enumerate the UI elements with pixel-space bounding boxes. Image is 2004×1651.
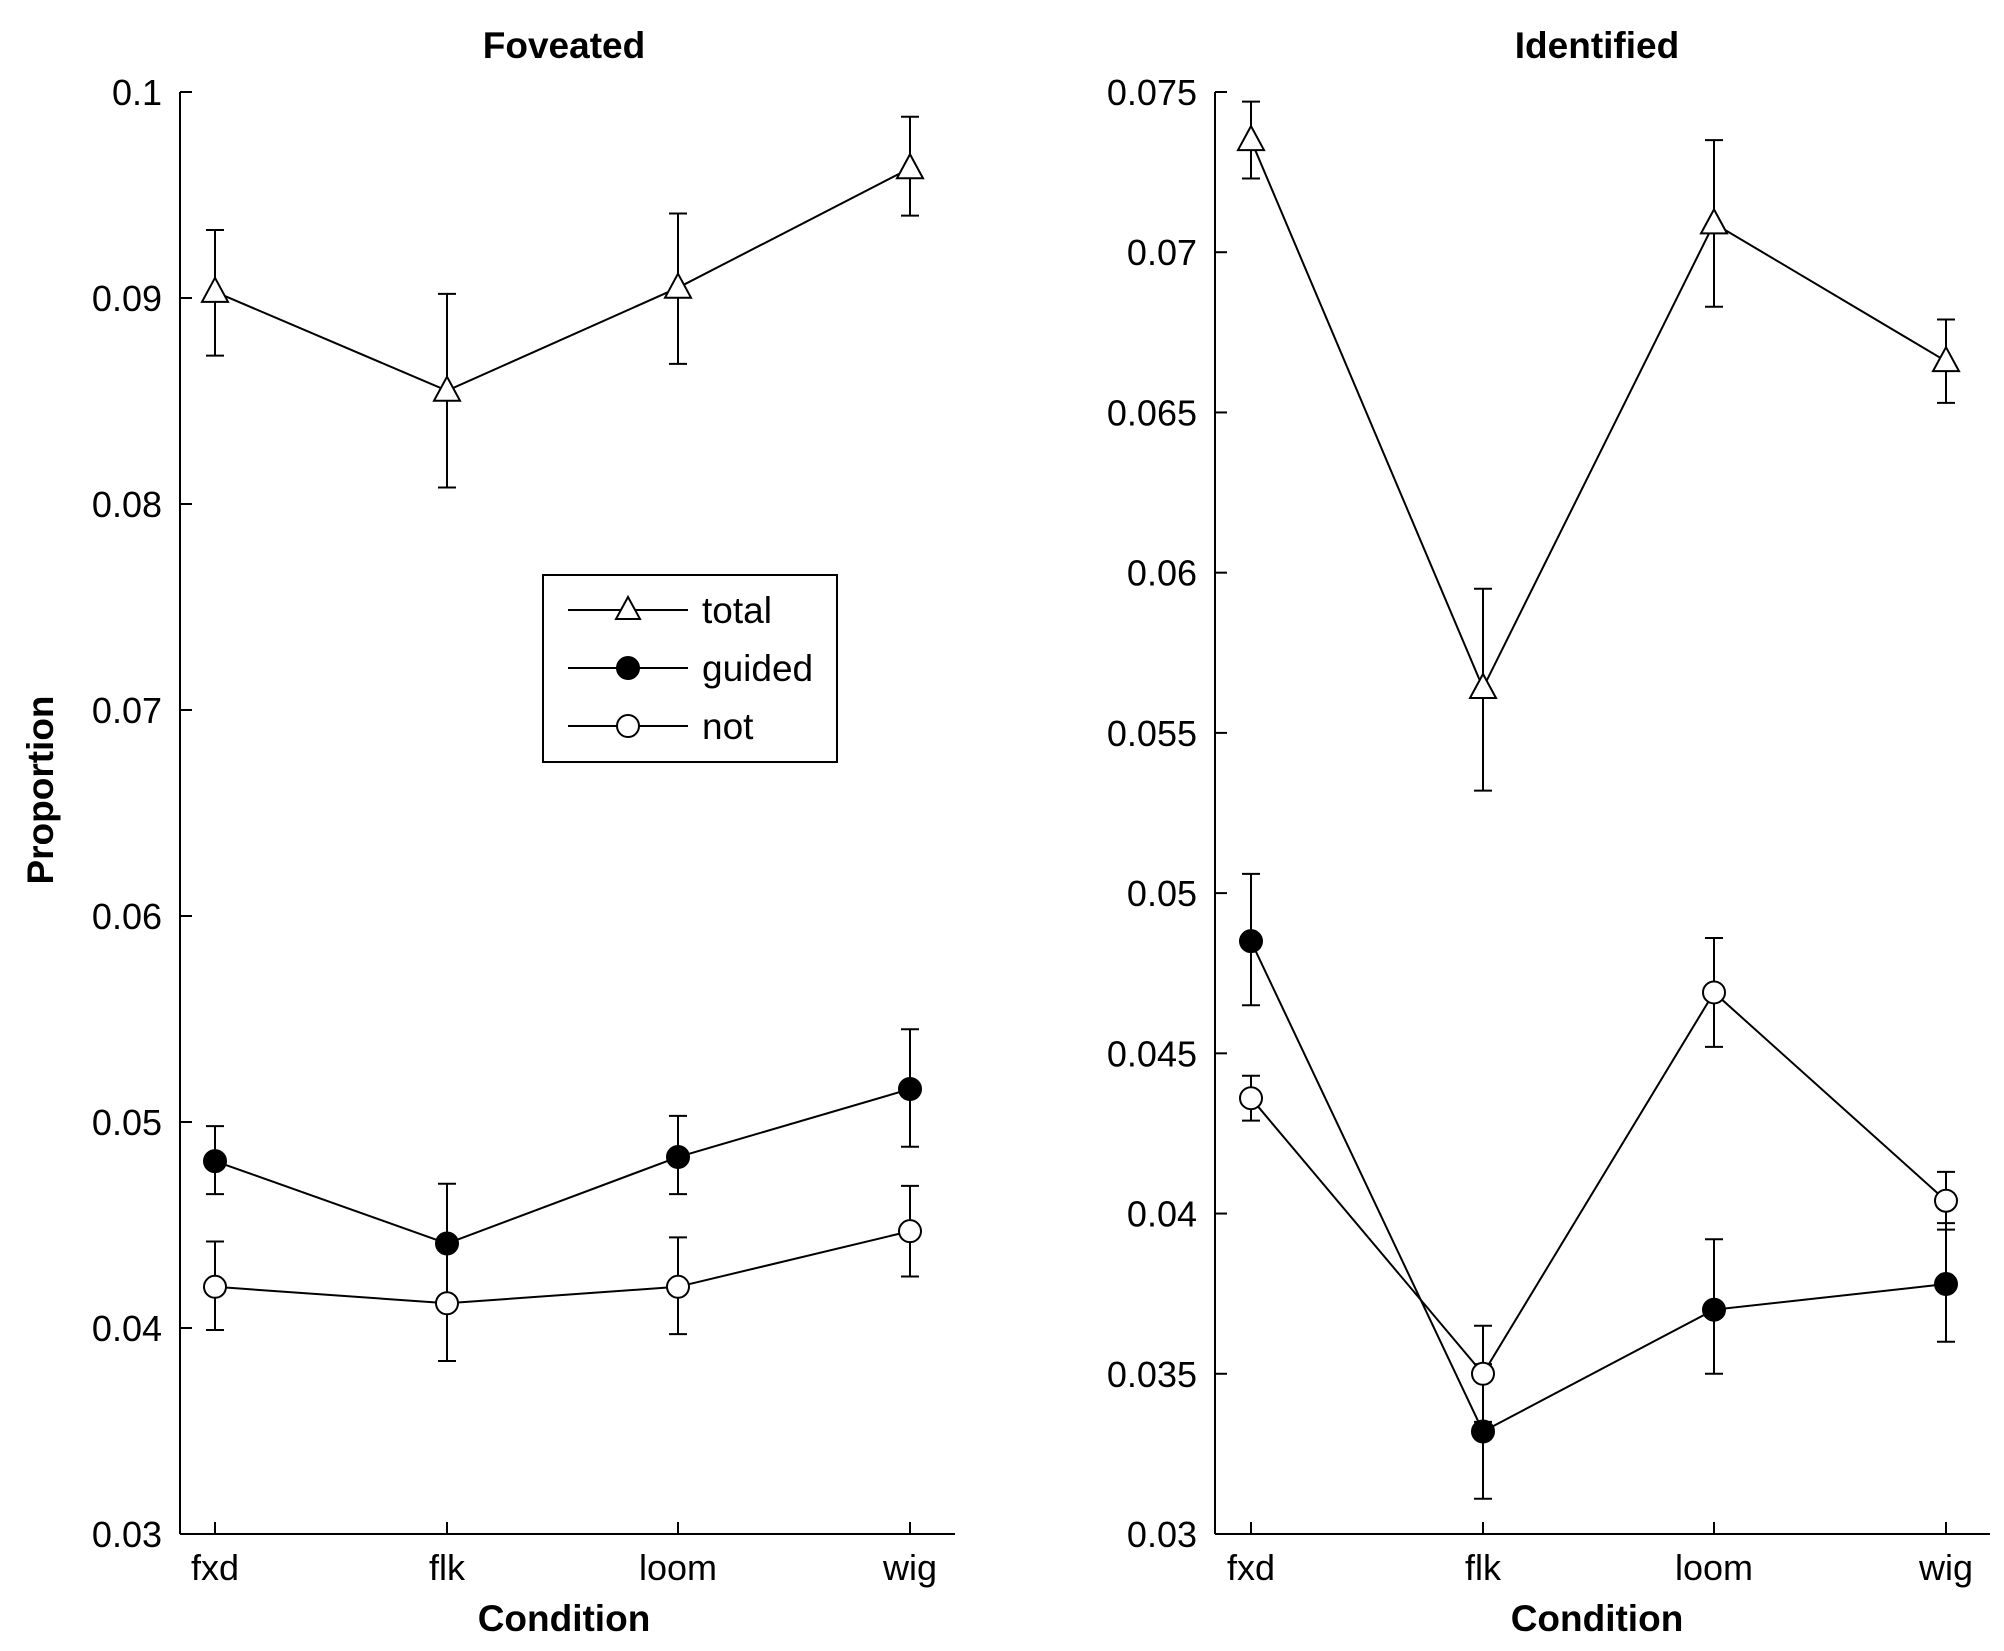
triangle-marker-icon xyxy=(614,594,642,620)
y-tick-label: 0.055 xyxy=(1107,713,1197,754)
y-tick-label: 0.03 xyxy=(1127,1514,1197,1555)
data-point-not xyxy=(666,1274,690,1299)
legend-label-guided: guided xyxy=(702,648,813,689)
axes xyxy=(179,92,955,1535)
y-tick-label: 0.035 xyxy=(1107,1354,1197,1395)
series-line-total xyxy=(214,167,911,392)
y-tick-label: 0.04 xyxy=(1127,1194,1197,1235)
data-point-total xyxy=(1699,207,1729,235)
series-group xyxy=(200,115,925,1362)
chart-title: Identified xyxy=(1515,25,1679,66)
data-point-not xyxy=(898,1219,922,1244)
y-tick-label: 0.1 xyxy=(112,72,162,113)
x-tick-label: fxd xyxy=(1227,1547,1275,1588)
data-point-not xyxy=(1702,980,1726,1005)
x-tick-label: wig xyxy=(882,1547,937,1588)
data-point-total xyxy=(663,271,693,299)
y-tick-label: 0.045 xyxy=(1107,1033,1197,1074)
data-point-not xyxy=(203,1274,227,1299)
y-tick-label: 0.05 xyxy=(92,1102,162,1143)
data-point-not xyxy=(1934,1188,1958,1213)
y-tick-label: 0.03 xyxy=(92,1514,162,1555)
y-tick-label: 0.08 xyxy=(92,484,162,525)
open-circle-marker-icon xyxy=(616,714,640,738)
series-line-guided xyxy=(1250,940,1947,1433)
y-tick-label: 0.065 xyxy=(1107,392,1197,433)
data-point-guided xyxy=(666,1145,690,1170)
data-point-not xyxy=(1471,1361,1495,1386)
data-point-not xyxy=(435,1291,459,1316)
y-tick-label: 0.07 xyxy=(1127,232,1197,273)
x-tick-label: loom xyxy=(1675,1547,1753,1588)
x-tick-label: wig xyxy=(1918,1547,1973,1588)
series-line-guided xyxy=(214,1088,911,1245)
filled-circle-marker-icon xyxy=(616,656,640,680)
legend: total guided not xyxy=(542,574,838,763)
x-tick-label: fxd xyxy=(191,1547,239,1588)
data-point-not xyxy=(1239,1086,1263,1111)
data-point-total xyxy=(200,275,230,303)
y-axis-label: Proportion xyxy=(20,695,61,884)
x-ticks: fxd flk loom wig xyxy=(191,1522,937,1588)
series-line-not xyxy=(214,1230,911,1305)
y-ticks: 0.03 0.035 0.04 0.045 0.05 0.055 0.06 0.065 0.07… xyxy=(1107,72,1227,1555)
x-tick-label: loom xyxy=(639,1547,717,1588)
data-point-guided xyxy=(1934,1272,1958,1297)
panel-identified: Identified Condition 0.030.0350.040.0450… xyxy=(1107,25,1990,1639)
data-point-total xyxy=(1236,123,1266,152)
y-tick-label: 0.07 xyxy=(92,690,162,731)
series-group xyxy=(1236,100,1961,1500)
y-tick-label: 0.04 xyxy=(92,1308,162,1349)
y-ticks: 0.03 0.04 0.05 0.06 0.07 0.08 0.09 0.1 xyxy=(92,72,192,1555)
data-point-guided xyxy=(1239,929,1263,954)
x-ticks: fxd flk loom wig xyxy=(1227,1522,1973,1588)
panel-foveated: Foveated Proportion Condition 0.030.040.… xyxy=(20,25,955,1639)
data-point-total xyxy=(895,152,925,180)
x-tick-label: flk xyxy=(429,1547,466,1588)
legend-label-total: total xyxy=(702,590,772,631)
x-tick-label: flk xyxy=(1465,1547,1502,1588)
y-tick-label: 0.05 xyxy=(1127,873,1197,914)
axes xyxy=(1214,92,1990,1535)
y-tick-label: 0.06 xyxy=(92,896,162,937)
x-axis-label: Condition xyxy=(478,1598,651,1639)
x-axis-label: Condition xyxy=(1511,1598,1684,1639)
y-tick-label: 0.06 xyxy=(1127,553,1197,594)
y-tick-label: 0.075 xyxy=(1107,72,1197,113)
data-point-total xyxy=(432,374,462,402)
data-point-guided xyxy=(203,1149,227,1174)
data-point-guided xyxy=(1471,1419,1495,1444)
data-point-total xyxy=(1468,671,1498,700)
data-point-guided xyxy=(898,1077,922,1102)
legend-label-not: not xyxy=(702,706,754,747)
data-point-total xyxy=(1931,345,1961,373)
series-line-total xyxy=(1250,139,1947,691)
series-line-not xyxy=(1250,990,1947,1376)
y-tick-label: 0.09 xyxy=(92,278,162,319)
chart-title: Foveated xyxy=(483,25,645,66)
data-point-guided xyxy=(1702,1297,1726,1322)
